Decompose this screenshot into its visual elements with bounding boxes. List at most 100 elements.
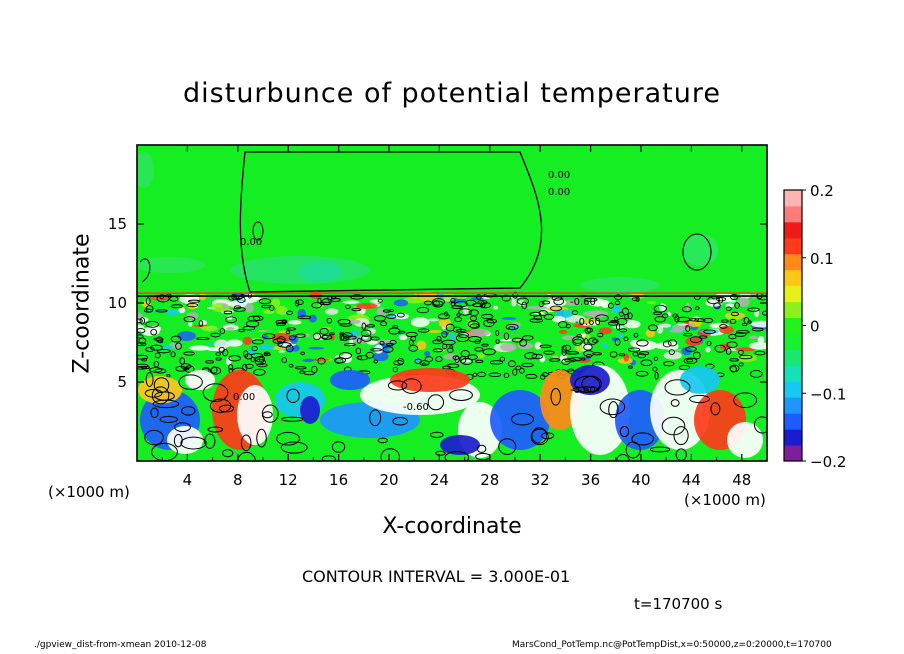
contour-line [196,337,210,341]
contour-line [674,315,680,323]
field-patch [276,305,288,315]
contour-line [137,366,147,370]
field-patch [617,333,624,338]
contour-line [277,341,283,347]
contour-line [396,312,405,318]
contour-line [761,310,767,316]
field-patch [726,314,743,321]
x-tick-label: 12 [279,471,298,489]
contour-line [661,416,686,436]
field-patch [440,435,480,455]
contour-line [501,294,511,302]
contour-line [207,426,224,433]
colorbar-tick-label: 0 [810,318,820,336]
contour-line [405,331,418,338]
contour-line [531,427,548,444]
contour-line [387,380,408,391]
contour-line [735,330,750,334]
contour-line [183,351,195,356]
contour-line [734,302,740,309]
contour-line [247,315,261,322]
contour-line [685,346,697,352]
field-patch [221,303,228,309]
field-patch [555,309,574,318]
contour-line [584,327,592,334]
contour-line [424,300,433,306]
field-patch [688,322,694,326]
contour-line [662,340,672,348]
colorbar-segment [784,365,802,382]
field-patch [600,343,609,348]
contour-line [370,348,383,352]
contour-line [350,294,364,300]
contour-line [511,337,523,343]
colorbar-segment [784,317,802,334]
field-patch [725,303,735,308]
contour-line [186,303,199,308]
contour-line [681,306,692,313]
contour-line [356,337,362,344]
contour-line [253,368,266,376]
x-unit-right: (×1000 m) [684,491,766,509]
contour-line [156,348,171,354]
field-patch [372,352,389,362]
contour-line [261,404,279,423]
contour-line [640,359,653,367]
field-patch [748,342,767,350]
contour-line [625,441,641,459]
contour-line [444,451,470,461]
contour-line [458,308,472,316]
field-patch [305,333,310,338]
contour-line [328,332,335,336]
contour-line [321,334,329,339]
contour-line [380,448,401,461]
contour-line [144,429,164,446]
contour-line [286,327,297,331]
field-patch [312,358,330,362]
contour-line [574,375,601,393]
contour-line [474,359,484,364]
field-patch [242,297,263,301]
contour-line [276,336,286,344]
contour-line [442,339,456,346]
contour-line [450,301,456,307]
x-tick-label: 48 [732,471,751,489]
contour-line [467,354,478,360]
x-axis: 4 8 12 16 20 24 28 32 36 40 44 48 [161,145,751,489]
field-patch [581,323,591,326]
contour-line [228,355,241,362]
contour-line [530,428,549,446]
contour-line [511,413,534,426]
field-patch [390,368,470,392]
contour-line [595,314,609,322]
field-patch [552,316,566,323]
contour-line [388,309,394,313]
contour-line [297,315,312,320]
field-patch [178,307,186,314]
contour-line [469,323,480,329]
contour-line [685,325,691,332]
contour-line [481,313,494,320]
field-patch [663,351,683,360]
contour-label: -0.60 [570,385,596,396]
field-patch [685,336,703,346]
contour-line [519,339,527,347]
contour-line [508,326,516,330]
contour-line [175,342,182,350]
contour-line [521,362,534,368]
contour-line [488,372,502,377]
contour-line [275,319,288,325]
contour-line [719,324,728,329]
contour-line [676,316,691,323]
contour-line [198,320,204,327]
field-patch [355,303,378,310]
field-patch [376,339,394,344]
contour-line [222,449,234,458]
field-patch [598,327,612,335]
contour-line [154,352,161,359]
contour-line [489,360,504,365]
contour-line [706,340,712,347]
contour-line [339,323,353,327]
contour-line [716,297,727,302]
